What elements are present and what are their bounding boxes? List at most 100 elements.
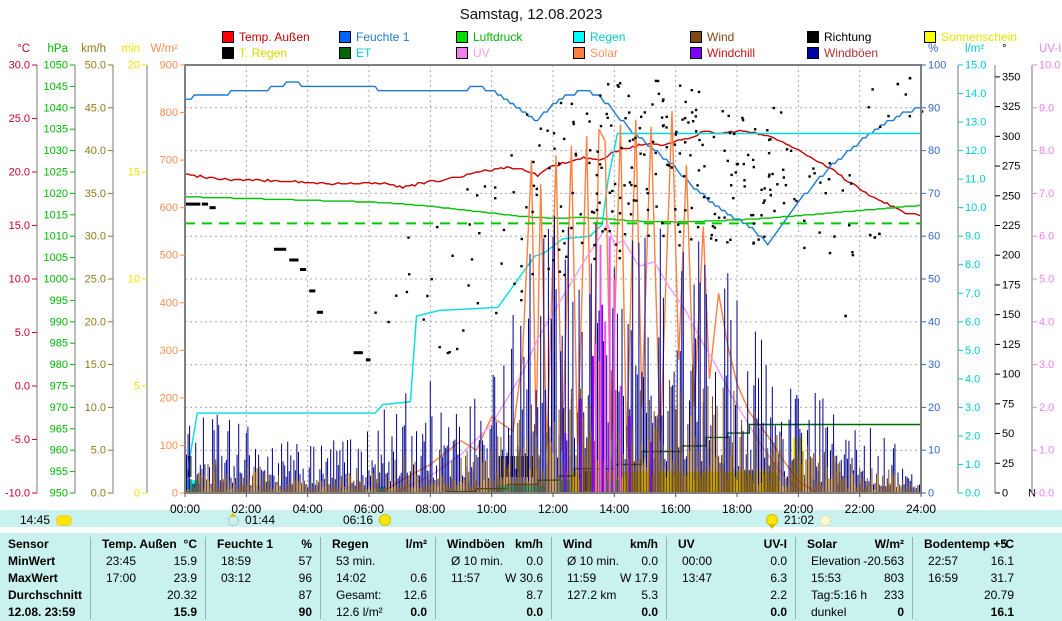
direction-dot	[715, 239, 718, 242]
table-cell: Gesamt: 12.6	[326, 587, 431, 604]
direction-dot	[595, 192, 599, 195]
legend-item-Regen: Regen	[573, 30, 625, 44]
direction-dot	[743, 179, 746, 182]
axis-tick-label-km/h: 25.0	[85, 274, 106, 286]
axis-tick-label-W/m²: 900	[160, 60, 178, 72]
axis-tick-label-hPa: 1030	[44, 145, 68, 157]
table-cell-value: 90	[298, 605, 312, 619]
table-column-separator	[912, 537, 913, 619]
direction-dot	[734, 171, 737, 174]
direction-dot	[558, 162, 561, 165]
axis-tick-label-°: 300	[1002, 131, 1020, 143]
direction-dot	[769, 194, 772, 197]
table-cell: 8.7	[441, 587, 547, 604]
direction-dot	[675, 130, 678, 134]
direction-dot	[763, 199, 766, 202]
direction-dot	[448, 351, 451, 354]
legend-color-box	[690, 46, 702, 59]
direction-dot	[696, 184, 699, 187]
table-header-Wind: Wind km/h	[557, 536, 662, 553]
direction-dot	[684, 141, 687, 144]
marker-time: 06:16	[343, 513, 374, 527]
direction-dot	[752, 241, 755, 244]
direction-dot	[607, 83, 610, 86]
table-cell-value: 15.9	[173, 554, 197, 568]
direction-dot	[677, 223, 680, 226]
table-top-gap	[0, 527, 1062, 533]
table-cell-value: -20.563	[863, 554, 904, 568]
axis-tick-label-°: 200	[1002, 250, 1020, 262]
axis-tick-label-°: 275	[1002, 161, 1020, 173]
direction-dot	[619, 196, 622, 200]
table-cell: 11:57 W 30.6	[441, 570, 547, 587]
direction-dot	[561, 229, 565, 233]
table-cell-value: 23.9	[173, 571, 197, 585]
direction-dot	[844, 314, 847, 318]
direction-dot	[570, 102, 573, 106]
direction-dot	[696, 226, 700, 229]
axis-tick-label-%: 100	[928, 60, 946, 72]
marker-time: 14:45	[20, 513, 51, 527]
table-header-unit: l/m²	[405, 537, 427, 551]
axis-tick-label-km/h: 10.0	[85, 402, 106, 414]
axis-tick-label-km/h: 40.0	[85, 145, 106, 157]
direction-dot	[613, 182, 617, 186]
axis-tick-label-hPa: 1015	[44, 209, 68, 221]
direction-dot	[660, 116, 664, 119]
table-cell-value: 0.6	[410, 571, 427, 585]
axis-tick-label-l/m²: 12.0	[965, 145, 986, 157]
table-header-unit: °C	[1000, 537, 1014, 551]
legend-item-Wind: Wind	[690, 30, 734, 44]
table-cell: Elevation -20.563	[801, 553, 908, 570]
axis-tick-label-l/m²: 9.0	[965, 231, 980, 243]
direction-dot	[593, 257, 596, 261]
direction-dot	[879, 125, 882, 129]
direction-dot	[628, 181, 632, 184]
direction-dot	[741, 116, 744, 120]
direction-dot	[673, 143, 677, 146]
x-axis-label: 18:00	[722, 502, 752, 516]
axis-tick-label-%: 20	[928, 402, 940, 414]
axis-tick-label-°: 75	[1002, 398, 1014, 410]
table-cell: 00:00 0.0	[672, 553, 791, 570]
table-header-unit: °C	[183, 537, 197, 551]
direction-dot	[510, 154, 513, 157]
direction-dot	[684, 209, 687, 212]
table-cell-value: W 30.6	[504, 571, 543, 585]
direction-dot	[652, 140, 655, 144]
axis-tick-label-°: 350	[1002, 71, 1020, 83]
direction-dot	[712, 135, 716, 139]
table-cell-time: 11:57	[451, 571, 481, 585]
direction-dot	[590, 210, 594, 213]
axis-tick-label-°C: 15.0	[9, 220, 30, 232]
direction-dot	[645, 188, 649, 191]
direction-dot	[558, 270, 561, 273]
direction-dot	[627, 202, 630, 205]
marker-time: 21:02	[784, 513, 815, 527]
direction-dot	[543, 235, 547, 238]
table-cell-time: 127.2 km	[567, 588, 617, 602]
table-header-unit: UV-I	[763, 537, 787, 551]
table-cell-time: dunkel	[811, 605, 847, 619]
direction-dot	[690, 238, 693, 241]
direction-dot	[654, 172, 657, 176]
table-cell: 18:59 57	[211, 553, 316, 570]
direction-dot	[520, 237, 523, 241]
moon-faint-icon	[820, 514, 832, 526]
sun-icon	[379, 514, 392, 526]
direction-dot	[782, 168, 785, 171]
direction-dot	[670, 166, 673, 169]
direction-dot	[793, 198, 796, 201]
legend-color-box	[807, 46, 819, 59]
direction-dot	[495, 311, 498, 315]
direction-dot	[374, 311, 377, 314]
table-header-UV: UV UV-I	[672, 536, 791, 553]
direction-dot	[618, 257, 621, 260]
direction-dot	[819, 181, 822, 184]
table-cell-time: 18:59	[221, 554, 252, 568]
table-cell-value: 20.79	[983, 588, 1014, 602]
direction-dot	[598, 163, 602, 166]
direction-dot	[553, 147, 556, 150]
direction-dot	[634, 136, 637, 140]
direction-dot	[763, 187, 766, 190]
